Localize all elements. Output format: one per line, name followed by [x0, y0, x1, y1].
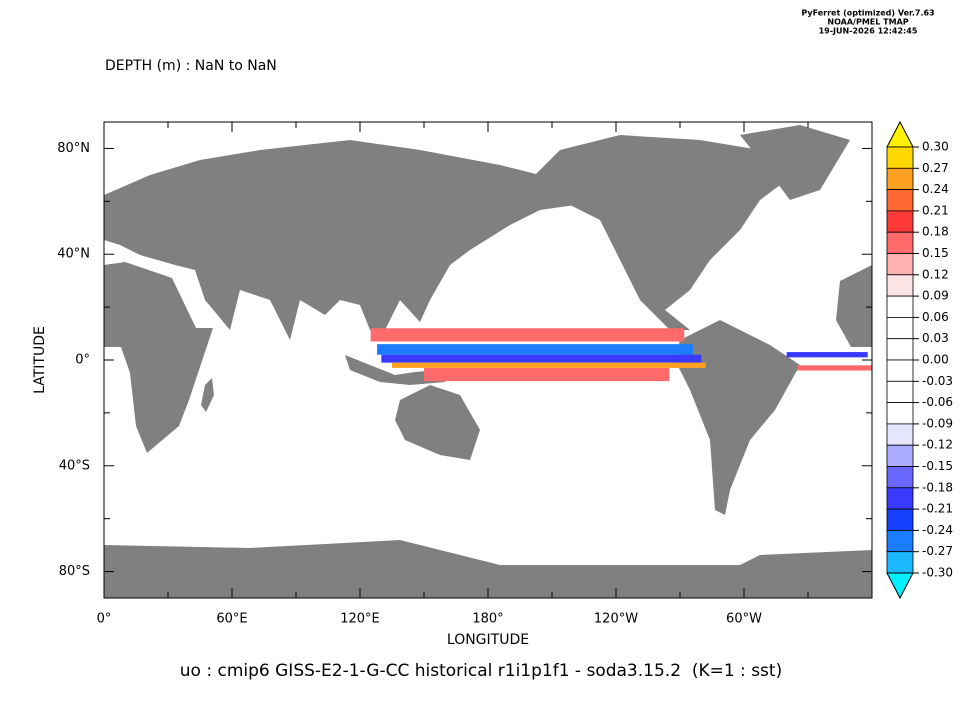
data-layer [370, 328, 872, 382]
current-region [377, 344, 693, 355]
colorbar-swatch [886, 444, 914, 467]
colorbar-label: -0.21 [922, 502, 953, 516]
y-tick-label: 80°S [59, 564, 90, 579]
colorbar-label: 0.09 [922, 289, 949, 303]
current-region [370, 328, 685, 342]
colorbar-swatch [886, 167, 914, 191]
greenland [740, 125, 850, 200]
colorbar-swatch [886, 402, 914, 425]
north-america [520, 135, 800, 330]
colorbar-label: -0.30 [922, 566, 953, 580]
colorbar-swatch [886, 295, 914, 318]
colorbar-label: -0.15 [922, 459, 953, 473]
colorbar-swatch [886, 487, 914, 510]
colorbar-swatch [886, 231, 914, 254]
colorbar-label: 0.12 [922, 267, 949, 281]
colorbar-label: -0.18 [922, 480, 953, 494]
y-axis-label: LATITUDE [32, 326, 48, 394]
colorbar-swatch [886, 380, 914, 403]
colorbar-swatch [886, 316, 914, 340]
y-tick-label: 40°S [59, 458, 90, 473]
y-tick-label: 40°N [57, 247, 90, 262]
software-label: PyFerret (optimized) Ver.7.63 [801, 9, 934, 18]
colorbar-label: -0.27 [922, 544, 953, 558]
colorbar-label: 0.24 [922, 182, 949, 196]
south-america [675, 320, 800, 515]
current-region [392, 362, 706, 368]
colorbar-swatch [886, 146, 914, 169]
chart-subtitle: uo : cmip6 GISS-E2-1-G-CC historical r1i… [180, 661, 782, 681]
current-region [381, 354, 702, 363]
colorbar-label: -0.03 [922, 374, 953, 388]
chart-title: DEPTH (m) : NaN to NaN [105, 58, 277, 74]
colorbar-swatch [886, 274, 914, 297]
colorbar-label: 0.21 [922, 203, 949, 217]
colorbar-label: 0.06 [922, 310, 949, 324]
japan [395, 245, 424, 300]
colorbar-swatch [886, 508, 914, 531]
y-tick-label: 80°N [57, 141, 90, 156]
west-africa [836, 265, 872, 347]
current-region [424, 367, 670, 382]
colorbar-swatch [886, 253, 914, 276]
colorbar-label: -0.09 [922, 416, 953, 430]
y-tick-label: 0° [75, 353, 90, 368]
land [104, 125, 872, 598]
colorbar-label: 0.18 [922, 225, 949, 239]
colorbar-swatch [886, 210, 914, 233]
indonesia [345, 355, 445, 385]
current-region [797, 365, 872, 371]
colorbar-swatch [886, 189, 914, 212]
colorbar-swatch [886, 423, 914, 446]
current-region [786, 352, 868, 358]
colorbar-swatch [886, 338, 914, 361]
colorbar-swatch [886, 359, 914, 382]
colorbar-label: 0.15 [922, 246, 949, 260]
madagascar [201, 378, 214, 412]
colorbar-label: 0.00 [922, 353, 949, 367]
x-tick-label: 60°W [726, 612, 762, 627]
colorbar-label: 0.03 [922, 331, 949, 345]
eurasia [104, 140, 575, 340]
colorbar-label: -0.12 [922, 438, 953, 452]
lab-label: NOAA/PMEL TMAP [827, 18, 908, 27]
x-tick-label: 60°E [216, 612, 247, 627]
africa [104, 262, 213, 453]
colorbar-swatch [886, 551, 914, 574]
x-tick-label: 120°E [340, 612, 380, 627]
colorbar-swatch [886, 530, 914, 553]
colorbar-swatch [886, 466, 914, 489]
timestamp-label: 19-JUN-2026 12:42:45 [819, 27, 918, 36]
colorbar-label: 0.27 [922, 161, 949, 175]
colorbar-swatch [886, 120, 914, 148]
x-tick-label: 0° [97, 612, 112, 627]
x-tick-label: 180° [472, 612, 503, 627]
antarctica [104, 540, 872, 598]
colorbar-label: 0.30 [922, 140, 949, 154]
x-tick-label: 120°W [594, 612, 638, 627]
colorbar-label: -0.06 [922, 395, 953, 409]
colorbar-swatch [886, 572, 914, 600]
x-axis-label: LONGITUDE [447, 632, 529, 648]
colorbar-label: -0.24 [922, 523, 953, 537]
australia [395, 385, 480, 460]
